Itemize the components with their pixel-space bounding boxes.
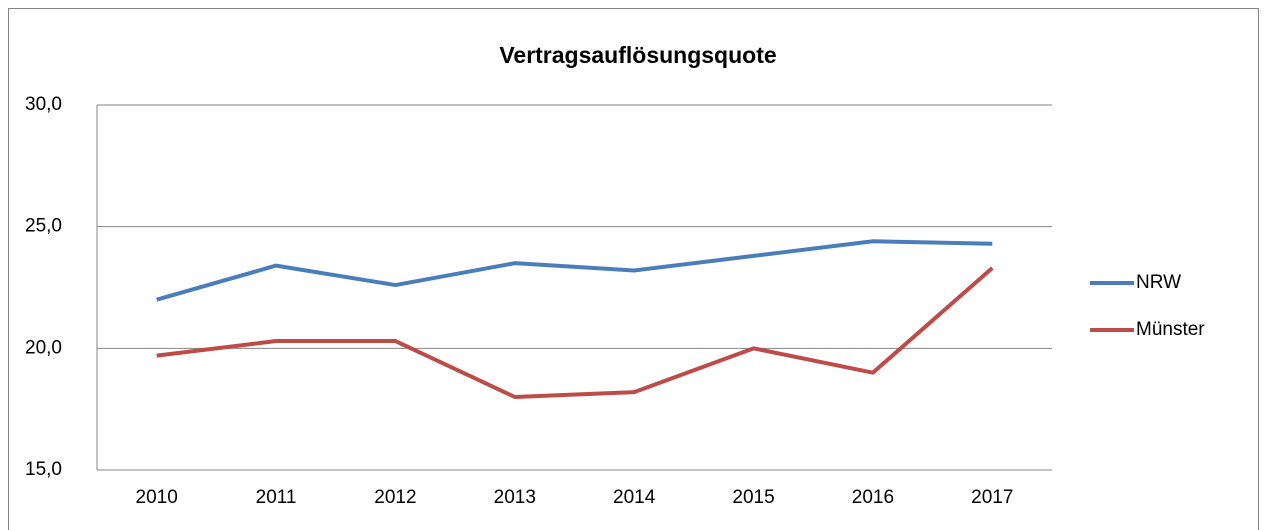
y-tick-label: 25,0 xyxy=(25,216,62,237)
line-series xyxy=(156,239,993,302)
chart-title: Vertragsauflösungsquote xyxy=(499,42,776,68)
x-tick-label: 2012 xyxy=(374,487,416,508)
y-tick-label: 15,0 xyxy=(25,459,62,480)
x-tick-label: 2017 xyxy=(971,487,1013,508)
x-tick-label: 2011 xyxy=(256,487,297,508)
x-tick-label: 2013 xyxy=(494,487,536,508)
y-tick-label: 20,0 xyxy=(25,337,62,358)
x-tick-label: 2010 xyxy=(136,487,178,508)
legend-label: NRW xyxy=(1136,272,1181,293)
legend-label: Münster xyxy=(1136,319,1205,340)
x-tick-label: 2016 xyxy=(852,487,894,508)
x-tick-label: 2015 xyxy=(732,487,774,508)
x-tick-label: 2014 xyxy=(613,487,656,508)
y-tick-label: 30,0 xyxy=(25,94,62,115)
line-series xyxy=(156,266,994,399)
